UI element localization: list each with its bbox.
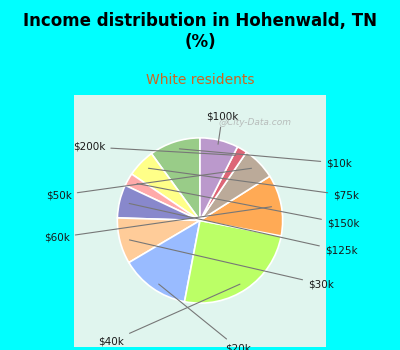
FancyBboxPatch shape: [26, 61, 374, 350]
Text: $10k: $10k: [180, 149, 352, 168]
Text: $60k: $60k: [44, 207, 272, 243]
Text: White residents: White residents: [146, 74, 254, 88]
Text: $40k: $40k: [98, 284, 240, 346]
Wedge shape: [117, 185, 200, 220]
Text: $200k: $200k: [73, 142, 236, 155]
Wedge shape: [200, 152, 270, 220]
Text: Income distribution in Hohenwald, TN
(%): Income distribution in Hohenwald, TN (%): [23, 12, 377, 51]
Wedge shape: [117, 218, 200, 262]
Text: $20k: $20k: [159, 284, 251, 350]
Text: $50k: $50k: [46, 168, 252, 200]
Wedge shape: [129, 220, 200, 302]
Text: $150k: $150k: [137, 183, 359, 229]
Text: $125k: $125k: [129, 203, 358, 256]
Wedge shape: [200, 176, 283, 236]
Text: $30k: $30k: [130, 240, 334, 289]
Wedge shape: [184, 220, 281, 303]
Text: @City-Data.com: @City-Data.com: [219, 118, 292, 127]
Text: $100k: $100k: [206, 112, 238, 144]
Wedge shape: [152, 138, 200, 220]
Wedge shape: [125, 174, 200, 220]
Text: $75k: $75k: [148, 168, 359, 200]
Wedge shape: [200, 147, 246, 220]
Wedge shape: [132, 154, 200, 220]
Wedge shape: [200, 138, 238, 220]
